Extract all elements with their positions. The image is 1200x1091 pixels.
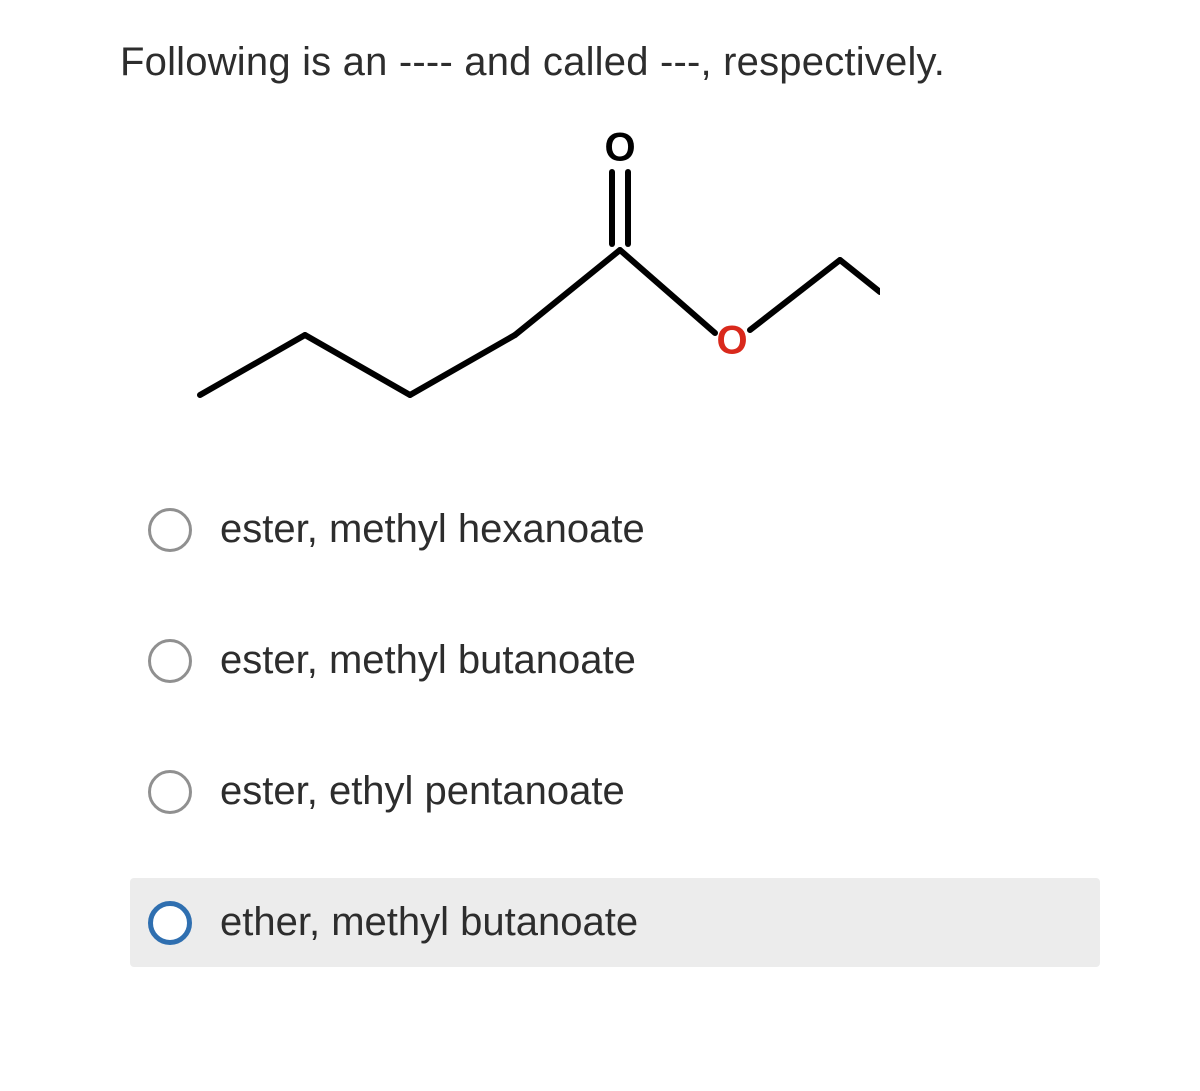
radio-icon: [148, 770, 192, 814]
radio-icon: [148, 901, 192, 945]
option-b[interactable]: ester, methyl butanoate: [130, 616, 1100, 705]
options-list: ester, methyl hexanoate ester, methyl bu…: [130, 485, 1100, 967]
option-label: ester, methyl hexanoate: [220, 507, 645, 552]
chemical-structure-diagram: OO: [160, 125, 880, 425]
svg-text:O: O: [716, 319, 747, 363]
radio-icon: [148, 508, 192, 552]
option-a[interactable]: ester, methyl hexanoate: [130, 485, 1100, 574]
svg-text:O: O: [604, 126, 635, 170]
option-label: ester, ethyl pentanoate: [220, 769, 625, 814]
option-label: ether, methyl butanoate: [220, 900, 638, 945]
structure-svg: OO: [160, 125, 880, 425]
option-d[interactable]: ether, methyl butanoate: [130, 878, 1100, 967]
question-container: Following is an ---- and called ---, res…: [0, 0, 1200, 1007]
option-label: ester, methyl butanoate: [220, 638, 636, 683]
option-c[interactable]: ester, ethyl pentanoate: [130, 747, 1100, 836]
question-text: Following is an ---- and called ---, res…: [120, 40, 1100, 85]
radio-icon: [148, 639, 192, 683]
